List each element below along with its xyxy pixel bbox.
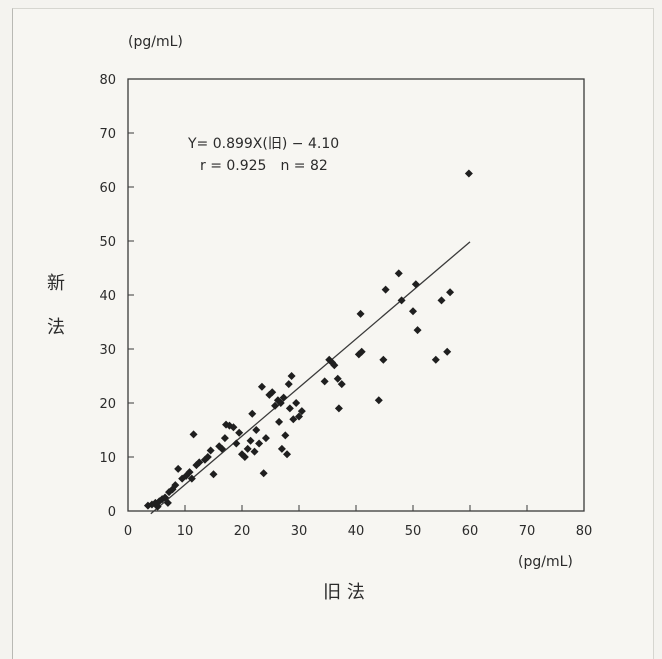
correlation-annotation: r = 0.925 n = 82 bbox=[200, 158, 328, 174]
data-point bbox=[446, 288, 455, 297]
data-point bbox=[394, 269, 403, 278]
data-point bbox=[229, 423, 238, 432]
y-unit-label: (pg/mL) bbox=[128, 34, 183, 50]
y-tick-label: 80 bbox=[99, 73, 116, 88]
x-tick-label: 50 bbox=[405, 524, 422, 539]
data-point bbox=[320, 377, 329, 386]
data-point bbox=[271, 401, 280, 410]
x-tick-label: 40 bbox=[348, 524, 365, 539]
data-point bbox=[195, 458, 204, 467]
y-axis: 0 10 20 30 40 50 60 70 80 bbox=[99, 73, 134, 520]
data-point bbox=[409, 307, 417, 316]
y-tick-label: 10 bbox=[99, 451, 116, 466]
data-point bbox=[163, 498, 172, 507]
data-point bbox=[250, 447, 259, 456]
data-point bbox=[381, 285, 390, 294]
data-point bbox=[297, 407, 306, 416]
data-point bbox=[261, 434, 270, 443]
y-tick-label: 70 bbox=[99, 127, 116, 142]
x-tick-label: 70 bbox=[519, 524, 536, 539]
data-point bbox=[189, 430, 198, 439]
data-point bbox=[292, 399, 301, 407]
data-point bbox=[413, 326, 422, 335]
data-point bbox=[252, 426, 261, 434]
x-tick-label: 30 bbox=[291, 524, 308, 539]
data-point bbox=[379, 355, 388, 364]
y-tick-label: 0 bbox=[108, 505, 116, 520]
data-point bbox=[285, 404, 294, 413]
data-point bbox=[203, 453, 212, 461]
data-point bbox=[295, 412, 303, 421]
equation-annotation: Y= 0.899X(旧) − 4.10 bbox=[187, 136, 339, 152]
y-tick-label: 50 bbox=[99, 235, 116, 250]
data-point bbox=[218, 444, 227, 453]
data-point bbox=[283, 450, 292, 459]
data-point bbox=[281, 431, 290, 440]
x-unit-label: (pg/mL) bbox=[518, 554, 573, 570]
data-point bbox=[443, 347, 452, 356]
data-point bbox=[374, 396, 383, 405]
data-point bbox=[357, 347, 366, 356]
regression-line bbox=[150, 241, 471, 515]
data-point bbox=[287, 372, 296, 380]
data-point bbox=[232, 439, 241, 448]
data-point bbox=[248, 409, 257, 418]
data-point bbox=[209, 470, 218, 479]
data-point bbox=[464, 169, 473, 178]
data-point bbox=[259, 469, 268, 478]
x-tick-label: 80 bbox=[576, 524, 593, 539]
data-point bbox=[235, 428, 244, 437]
data-point bbox=[334, 404, 343, 413]
data-point bbox=[171, 481, 180, 490]
x-tick-label: 10 bbox=[177, 524, 194, 539]
data-point bbox=[257, 382, 266, 391]
data-point bbox=[187, 474, 196, 483]
data-point bbox=[255, 439, 264, 448]
data-point bbox=[279, 393, 288, 402]
data-point bbox=[289, 415, 298, 424]
data-point bbox=[333, 374, 342, 383]
y-tick-label: 20 bbox=[99, 397, 116, 412]
data-point bbox=[206, 446, 215, 455]
data-points bbox=[143, 169, 473, 511]
x-tick-label: 0 bbox=[124, 524, 132, 539]
figure-frame bbox=[12, 8, 654, 659]
x-tick-label: 60 bbox=[462, 524, 479, 539]
data-point bbox=[437, 296, 446, 305]
y-tick-label: 40 bbox=[99, 289, 116, 304]
data-point bbox=[337, 380, 346, 389]
data-point bbox=[356, 309, 365, 318]
data-point bbox=[246, 436, 255, 445]
data-point bbox=[284, 380, 293, 389]
data-point bbox=[243, 444, 252, 453]
y-tick-label: 60 bbox=[99, 181, 116, 196]
data-point bbox=[275, 417, 284, 426]
data-point bbox=[220, 434, 229, 443]
data-point bbox=[431, 355, 440, 364]
y-tick-label: 30 bbox=[99, 343, 116, 358]
data-point bbox=[411, 280, 420, 289]
y-axis-title: 新法 bbox=[47, 273, 65, 338]
data-point bbox=[240, 453, 249, 461]
data-point bbox=[277, 444, 286, 453]
data-point bbox=[276, 399, 285, 407]
data-point bbox=[268, 388, 277, 397]
data-point bbox=[174, 464, 183, 473]
data-point bbox=[397, 296, 406, 305]
x-axis-title: 旧 法 bbox=[323, 582, 365, 603]
data-point bbox=[330, 361, 339, 370]
data-point bbox=[185, 468, 194, 477]
x-axis: 0 10 20 30 40 50 60 70 80 bbox=[124, 505, 592, 539]
x-tick-label: 20 bbox=[234, 524, 251, 539]
data-point bbox=[161, 493, 170, 502]
